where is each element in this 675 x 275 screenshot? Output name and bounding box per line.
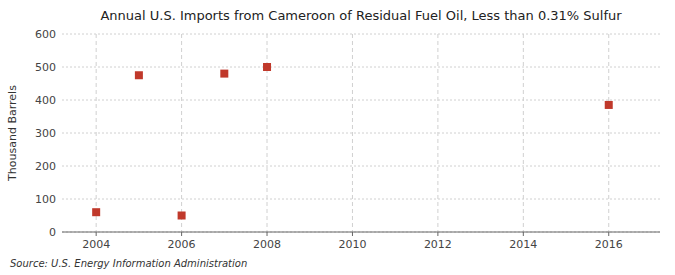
points bbox=[92, 63, 613, 220]
y-grid-line bbox=[62, 166, 660, 167]
y-grid-line bbox=[62, 199, 660, 200]
x-grid-line bbox=[352, 34, 353, 232]
y-tick-label: 100 bbox=[35, 193, 56, 206]
x-tick bbox=[267, 232, 268, 236]
x-grid-line bbox=[437, 34, 438, 232]
x-tick-label: 2012 bbox=[424, 238, 452, 251]
x-tick bbox=[437, 232, 438, 236]
x-grid-line bbox=[96, 34, 97, 232]
source-note: Source: U.S. Energy Information Administ… bbox=[10, 258, 247, 269]
x-axis-line bbox=[62, 232, 660, 233]
y-axis-label: Thousand Barrels bbox=[6, 85, 19, 182]
point bbox=[605, 101, 613, 109]
y-grid-line bbox=[62, 34, 660, 35]
point bbox=[135, 71, 143, 79]
x-tick-label: 2006 bbox=[168, 238, 196, 251]
y-tick-label: 400 bbox=[35, 94, 56, 107]
point bbox=[178, 212, 186, 220]
y-tick-label: 200 bbox=[35, 160, 56, 173]
y-tick-label: 500 bbox=[35, 61, 56, 74]
y-grid-line bbox=[62, 67, 660, 68]
title: Annual U.S. Imports from Cameroon of Res… bbox=[100, 8, 622, 23]
y-tick-label: 300 bbox=[35, 127, 56, 140]
x-tick-label: 2004 bbox=[82, 238, 110, 251]
x-grid-line bbox=[608, 34, 609, 232]
x-tick bbox=[352, 232, 353, 236]
y-tick-label: 0 bbox=[49, 226, 56, 239]
chart: 0 100 200 300 400 500 600 2004 2006 2008 2010 2012 2… bbox=[0, 0, 675, 275]
point bbox=[92, 208, 100, 216]
x-tick bbox=[181, 232, 182, 236]
point bbox=[263, 63, 271, 71]
y-tick-label: 600 bbox=[35, 28, 56, 41]
y-grid-line bbox=[62, 100, 660, 101]
y-grid-line bbox=[62, 232, 660, 233]
point bbox=[220, 70, 228, 78]
x-grid-line bbox=[181, 34, 182, 232]
x-tick bbox=[523, 232, 524, 236]
x-tick-label: 2008 bbox=[253, 238, 281, 251]
x-tick bbox=[608, 232, 609, 236]
x-tick bbox=[96, 232, 97, 236]
x-grid-line bbox=[523, 34, 524, 232]
grid bbox=[62, 34, 660, 232]
x-tick-label: 2016 bbox=[595, 238, 623, 251]
x-tick-label: 2014 bbox=[509, 238, 537, 251]
y-grid-line bbox=[62, 133, 660, 134]
x-tick-label: 2010 bbox=[338, 238, 366, 251]
